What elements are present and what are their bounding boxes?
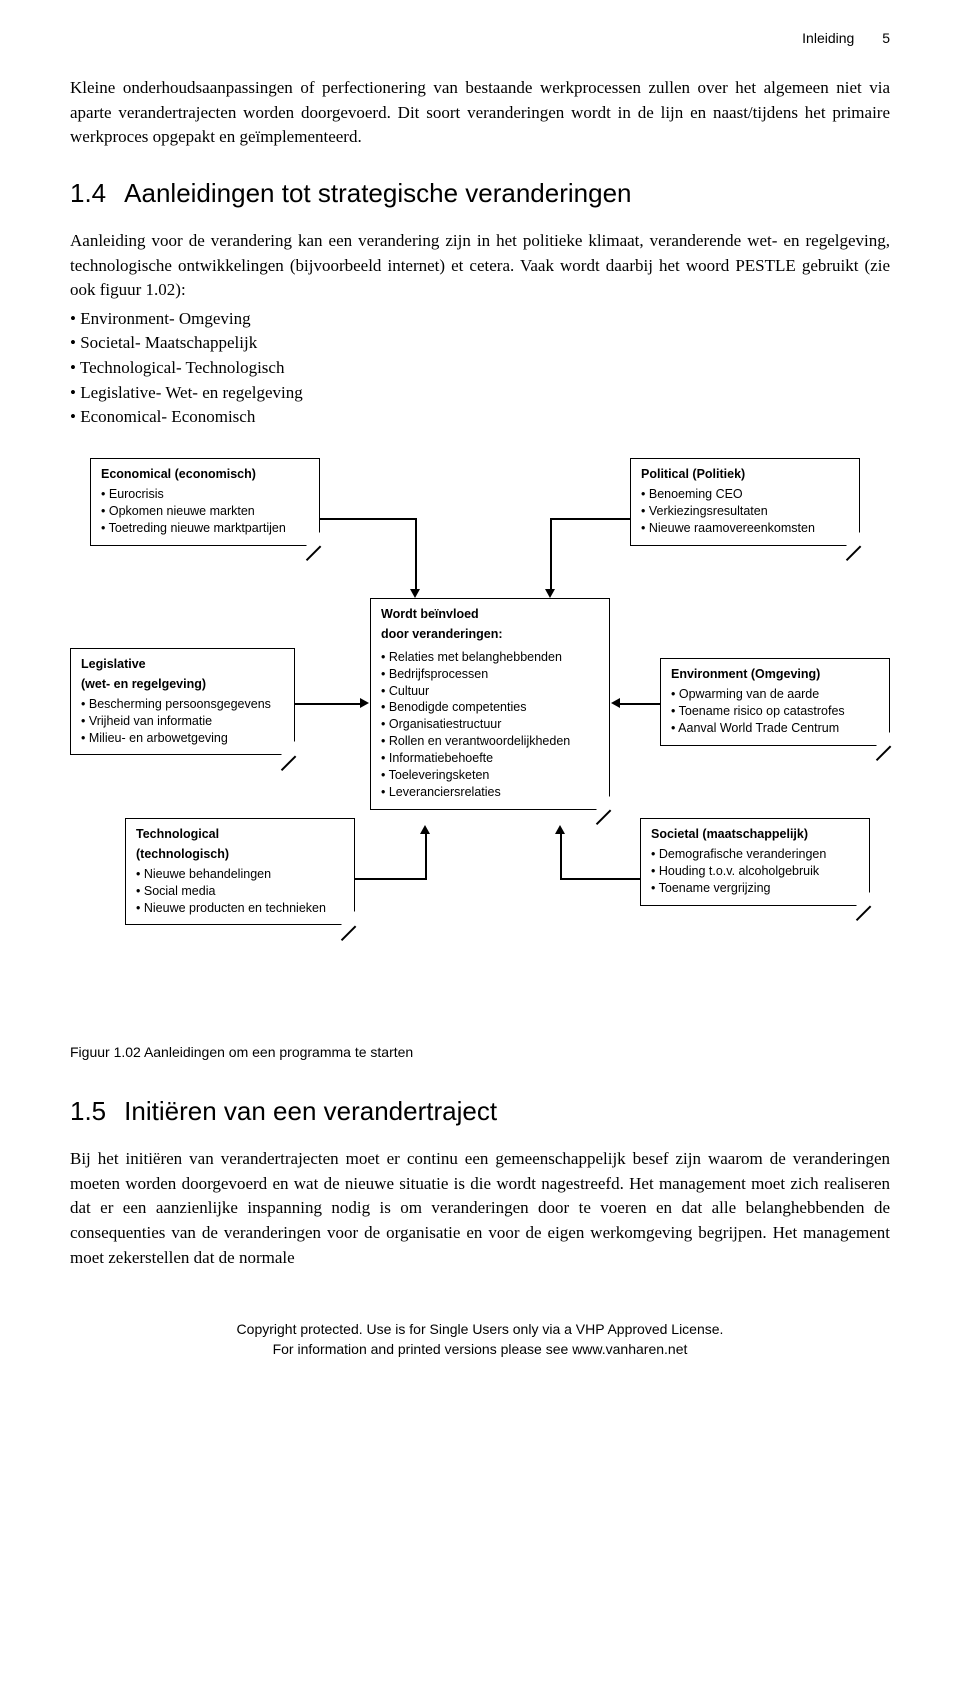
dogear-icon <box>846 532 860 546</box>
arrow-line <box>295 703 361 705</box>
list-item: Houding t.o.v. alcoholgebruik <box>651 863 859 880</box>
box-title-line2: (wet- en regelgeving) <box>81 676 284 693</box>
dogear-icon <box>876 732 890 746</box>
box-environment: Environment (Omgeving) Opwarming van de … <box>660 658 890 746</box>
box-items: Nieuwe behandelingen Social media Nieuwe… <box>136 866 344 917</box>
list-item: Economical- Economisch <box>70 405 890 430</box>
list-item: Eurocrisis <box>101 486 309 503</box>
list-item: Vrijheid van informatie <box>81 713 284 730</box>
box-political: Political (Politiek) Benoeming CEO Verki… <box>630 458 860 546</box>
page-header: Inleiding 5 <box>70 30 890 46</box>
list-item: Opkomen nieuwe markten <box>101 503 309 520</box>
box-items: Bescherming persoonsgegevens Vrijheid va… <box>81 696 284 747</box>
list-item: Organisatiestructuur <box>381 716 599 733</box>
figure-caption: Figuur 1.02 Aanleidingen om een programm… <box>70 1044 890 1060</box>
section-heading-1-5: 1.5 Initiëren van een verandertraject <box>70 1096 890 1127</box>
list-item: Toename risico op catastrofes <box>671 703 879 720</box>
arrowhead-icon <box>611 698 620 708</box>
box-center: Wordt beïnvloed door veranderingen: Rela… <box>370 598 610 810</box>
list-item: Environment- Omgeving <box>70 307 890 332</box>
section-name: Inleiding <box>802 30 854 46</box>
arrowhead-icon <box>360 698 369 708</box>
box-title: Environment (Omgeving) <box>671 666 879 683</box>
box-items: Demografische veranderingen Houding t.o.… <box>651 846 859 897</box>
list-item: Milieu- en arbowetgeving <box>81 730 284 747</box>
list-item: Cultuur <box>381 683 599 700</box>
footer-line2: For information and printed versions ple… <box>70 1340 890 1360</box>
box-societal: Societal (maatschappelijk) Demografische… <box>640 818 870 906</box>
box-items: Relaties met belanghebbenden Bedrijfspro… <box>381 649 599 801</box>
dogear-icon <box>856 892 870 906</box>
section-title: Initiëren van een verandertraject <box>124 1096 497 1126</box>
dogear-icon <box>281 741 295 755</box>
page-number: 5 <box>882 30 890 46</box>
list-item: Rollen en verantwoordelijkheden <box>381 733 599 750</box>
arrow-line <box>619 703 660 705</box>
list-item: Toeleveringsketen <box>381 767 599 784</box>
paragraph-intro: Kleine onderhoudsaanpassingen of perfect… <box>70 76 890 150</box>
arrowhead-icon <box>420 825 430 834</box>
list-item: Bescherming persoonsgegevens <box>81 696 284 713</box>
box-items: Benoeming CEO Verkiezingsresultaten Nieu… <box>641 486 849 537</box>
box-title-line2: door veranderingen: <box>381 626 599 643</box>
list-item: Societal- Maatschappelijk <box>70 331 890 356</box>
arrow-line <box>550 518 552 590</box>
dogear-icon <box>306 532 320 546</box>
arrow-line <box>355 878 425 880</box>
list-item: Verkiezingsresultaten <box>641 503 849 520</box>
box-title-line1: Legislative <box>81 656 284 673</box>
arrowhead-icon <box>410 589 420 598</box>
pestle-diagram: Economical (economisch) Eurocrisis Opkom… <box>70 458 890 1038</box>
box-title-line1: Technological <box>136 826 344 843</box>
box-title-line2: (technologisch) <box>136 846 344 863</box>
list-item: Benodigde competenties <box>381 699 599 716</box>
dogear-icon <box>341 911 355 925</box>
list-item: Opwarming van de aarde <box>671 686 879 703</box>
page-footer: Copyright protected. Use is for Single U… <box>70 1320 890 1359</box>
box-technological: Technological (technologisch) Nieuwe beh… <box>125 818 355 925</box>
box-title-line1: Wordt beïnvloed <box>381 606 599 623</box>
box-title: Societal (maatschappelijk) <box>651 826 859 843</box>
box-title: Political (Politiek) <box>641 466 849 483</box>
arrowhead-icon <box>555 825 565 834</box>
arrowhead-icon <box>545 589 555 598</box>
list-item: Nieuwe behandelingen <box>136 866 344 883</box>
arrow-line <box>560 833 562 880</box>
paragraph-pestle-intro: Aanleiding voor de verandering kan een v… <box>70 229 890 303</box>
list-item: Benoeming CEO <box>641 486 849 503</box>
list-item: Nieuwe producten en technieken <box>136 900 344 917</box>
list-item: Demografische veranderingen <box>651 846 859 863</box>
pestle-list: Environment- Omgeving Societal- Maatscha… <box>70 307 890 430</box>
list-item: Toetreding nieuwe marktpartijen <box>101 520 309 537</box>
list-item: Social media <box>136 883 344 900</box>
dogear-icon <box>596 796 610 810</box>
section-number: 1.5 <box>70 1096 106 1126</box>
footer-line1: Copyright protected. Use is for Single U… <box>70 1320 890 1340</box>
arrow-line <box>320 518 415 520</box>
arrow-line <box>415 518 417 590</box>
list-item: Bedrijfsprocessen <box>381 666 599 683</box>
list-item: Relaties met belanghebbenden <box>381 649 599 666</box>
list-item: Legislative- Wet- en regelgeving <box>70 381 890 406</box>
section-title: Aanleidingen tot strategische veranderin… <box>124 178 631 208</box>
arrow-line <box>425 833 427 880</box>
paragraph-1-5: Bij het initiëren van verandertrajecten … <box>70 1147 890 1270</box>
section-heading-1-4: 1.4 Aanleidingen tot strategische verande… <box>70 178 890 209</box>
box-items: Eurocrisis Opkomen nieuwe markten Toetre… <box>101 486 309 537</box>
list-item: Leveranciersrelaties <box>381 784 599 801</box>
list-item: Nieuwe raamovereenkomsten <box>641 520 849 537</box>
box-legislative: Legislative (wet- en regelgeving) Besche… <box>70 648 295 755</box>
list-item: Technological- Technologisch <box>70 356 890 381</box>
box-title: Economical (economisch) <box>101 466 309 483</box>
list-item: Toename vergrijzing <box>651 880 859 897</box>
box-items: Opwarming van de aarde Toename risico op… <box>671 686 879 737</box>
box-economical: Economical (economisch) Eurocrisis Opkom… <box>90 458 320 546</box>
list-item: Informatiebehoefte <box>381 750 599 767</box>
arrow-line <box>560 878 640 880</box>
section-number: 1.4 <box>70 178 106 208</box>
list-item: Aanval World Trade Centrum <box>671 720 879 737</box>
arrow-line <box>550 518 630 520</box>
